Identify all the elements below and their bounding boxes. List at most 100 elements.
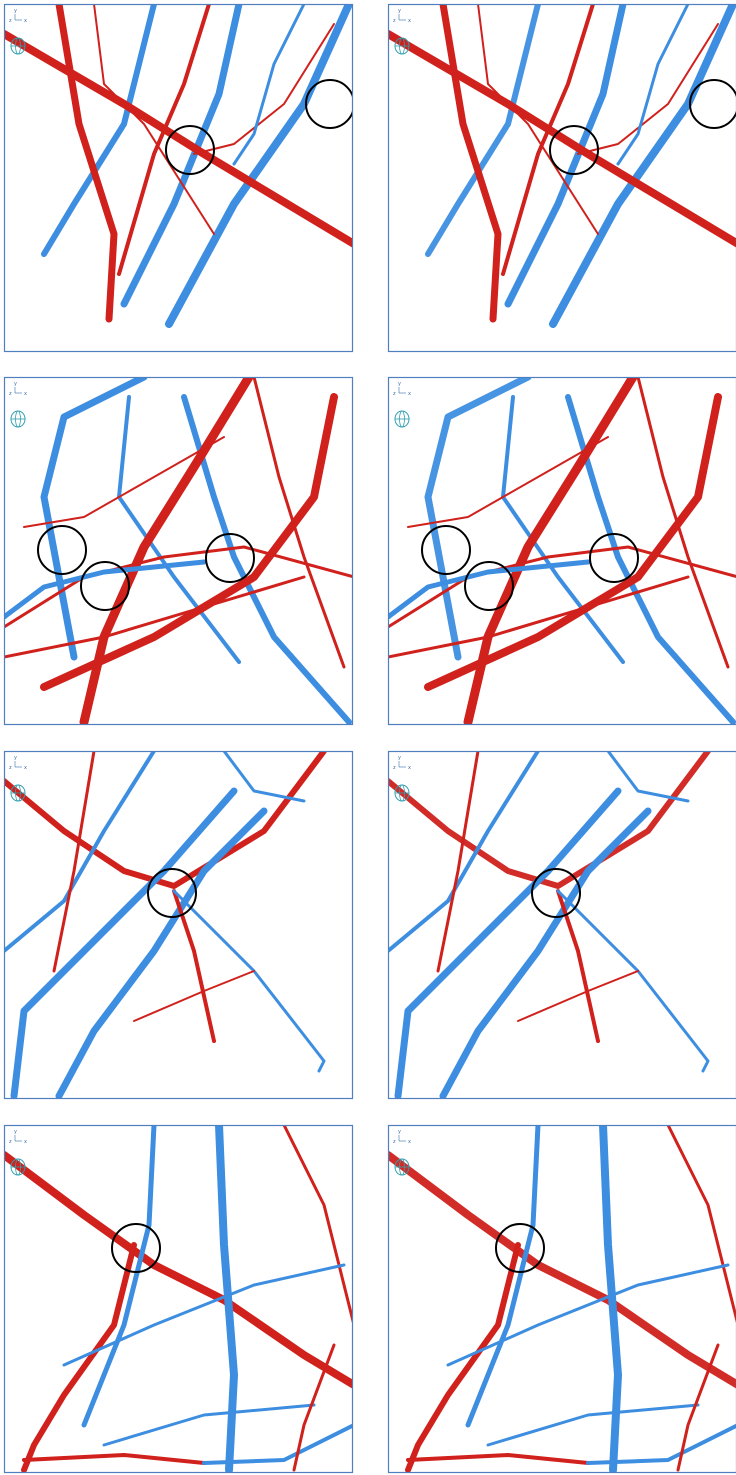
neurite <box>4 751 327 889</box>
panel: yz x <box>3 376 354 726</box>
panel-content <box>4 377 353 725</box>
neurite <box>252 377 346 669</box>
axis-label: x <box>24 391 27 397</box>
axis-label: z <box>9 765 12 771</box>
panel-content <box>388 751 711 1099</box>
neurite <box>388 1151 736 1389</box>
panel: yz x <box>387 376 736 726</box>
axis-label: x <box>408 1139 411 1145</box>
panel-content <box>4 4 353 328</box>
neurite <box>676 1343 720 1472</box>
highlight-circle <box>689 79 736 129</box>
neurite <box>21 1242 137 1473</box>
neurite <box>439 4 502 323</box>
neurite <box>4 575 306 659</box>
neurite <box>666 1125 736 1324</box>
panel-border <box>387 3 736 353</box>
panel: yz x <box>3 3 354 353</box>
axis-label: y <box>14 755 17 761</box>
axis-label: z <box>393 391 396 397</box>
highlight-circle <box>549 125 599 175</box>
neurite <box>215 1125 238 1473</box>
axis-label: y <box>398 1129 401 1135</box>
axis-label: y <box>398 755 401 761</box>
neurite <box>55 4 118 323</box>
highlight-circle <box>305 79 353 129</box>
neurite <box>486 1403 700 1447</box>
neurite <box>388 559 591 620</box>
axis-label: z <box>9 1139 12 1145</box>
neurite <box>4 1151 353 1389</box>
neurite <box>172 889 216 1043</box>
neurite <box>388 751 540 953</box>
axis-label: y <box>398 8 401 14</box>
panel: yz x <box>3 1124 354 1474</box>
neurite <box>446 1263 730 1367</box>
neurite <box>405 1242 521 1473</box>
neurite <box>556 889 600 1043</box>
axis-label: y <box>14 8 17 14</box>
axis-label: x <box>408 765 411 771</box>
axis-label: z <box>9 18 12 24</box>
highlight-circle <box>80 561 130 611</box>
neurite <box>636 377 730 669</box>
panel: yz x <box>387 3 736 353</box>
neurite <box>501 4 595 276</box>
panel-content <box>388 377 736 725</box>
neurite <box>222 751 306 803</box>
panel-content <box>388 4 736 328</box>
neurite <box>181 394 352 725</box>
neurite <box>40 377 148 661</box>
axis-label: z <box>393 18 396 24</box>
neurite <box>4 30 353 248</box>
neurite <box>102 1403 316 1447</box>
highlight-circle <box>147 868 197 918</box>
neurite <box>586 1423 736 1465</box>
neurite <box>388 751 711 889</box>
axis-label: z <box>393 765 396 771</box>
axis-label: x <box>408 391 411 397</box>
neurite <box>23 436 225 528</box>
neurite <box>202 1423 353 1465</box>
neurite <box>424 393 722 691</box>
neurite <box>282 1125 353 1327</box>
neurite <box>81 1125 157 1428</box>
neurite <box>406 1453 590 1465</box>
axis-label: z <box>9 391 12 397</box>
axis-label: y <box>14 1129 17 1135</box>
neurite <box>465 1125 541 1428</box>
neurite <box>517 970 639 1022</box>
neurite <box>41 4 157 257</box>
neurite <box>172 889 326 1073</box>
neurite <box>40 393 338 691</box>
neurite <box>292 1343 336 1472</box>
highlight-circle <box>37 525 87 575</box>
neurite <box>4 559 207 620</box>
neurite <box>556 889 710 1073</box>
axis-label: x <box>24 765 27 771</box>
panel: yz x <box>3 750 354 1100</box>
panel-content <box>388 1125 736 1473</box>
neurite <box>165 4 353 328</box>
neurite <box>549 4 736 328</box>
highlight-circle <box>165 125 215 175</box>
highlight-circle <box>205 533 255 583</box>
panel-border <box>387 750 736 1100</box>
highlight-circle <box>464 561 514 611</box>
panel-content <box>4 751 327 1099</box>
neurite <box>477 4 599 235</box>
panel: yz x <box>387 1124 736 1474</box>
neurite <box>10 787 238 1099</box>
neurite <box>599 1125 622 1473</box>
highlight-circle <box>111 1223 161 1273</box>
neurite <box>62 1263 346 1367</box>
panel-border <box>387 1124 736 1474</box>
highlight-circle <box>589 533 639 583</box>
panel-border <box>3 1124 354 1474</box>
neurite <box>52 751 96 973</box>
panel-border <box>3 3 354 353</box>
neurite <box>388 30 736 248</box>
axis-label: y <box>398 381 401 387</box>
neurite <box>439 807 652 1099</box>
panel-content <box>4 1125 353 1473</box>
